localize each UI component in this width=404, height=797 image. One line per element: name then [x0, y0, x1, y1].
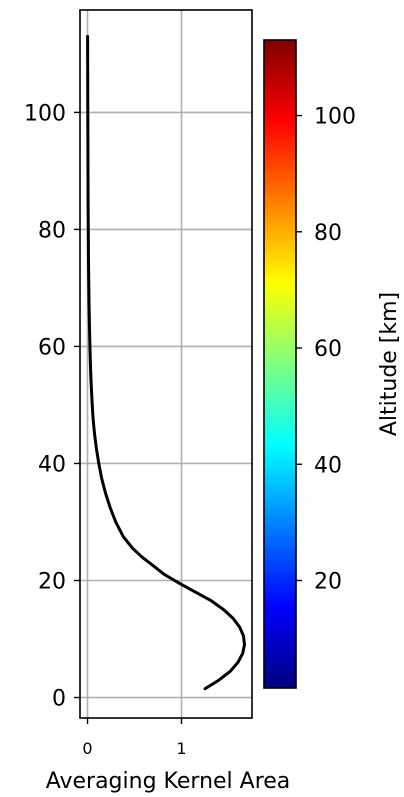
- series-line: [86, 34, 246, 691]
- series-layer: [86, 34, 246, 691]
- colorbar-ticks: 20 40 60 80 100: [296, 105, 356, 594]
- colorbar-tick-label: 40: [314, 453, 342, 478]
- x-tick-label: 1: [176, 739, 186, 758]
- colorbar-tick-label: 80: [314, 221, 342, 246]
- colorbar-tick-label: 60: [314, 337, 342, 362]
- x-tick-label: 0: [82, 739, 92, 758]
- colorbar-tick-label: 20: [314, 569, 342, 594]
- plot-frame: [79, 9, 253, 719]
- colorbar: [263, 39, 297, 689]
- y-tick-label: 60: [38, 335, 66, 360]
- y-axis-ticks: 0 20 40 60 80 100: [24, 101, 80, 712]
- colorbar-label: Altitude [km]: [377, 292, 402, 436]
- y-tick-label: 40: [38, 452, 66, 477]
- y-tick-label: 80: [38, 218, 66, 243]
- y-tick-label: 20: [38, 569, 66, 594]
- x-axis-label: Averaging Kernel Area: [46, 769, 291, 794]
- y-tick-label: 100: [24, 101, 66, 126]
- y-tick-label: 0: [52, 687, 66, 712]
- colorbar-tick-label: 100: [314, 105, 356, 130]
